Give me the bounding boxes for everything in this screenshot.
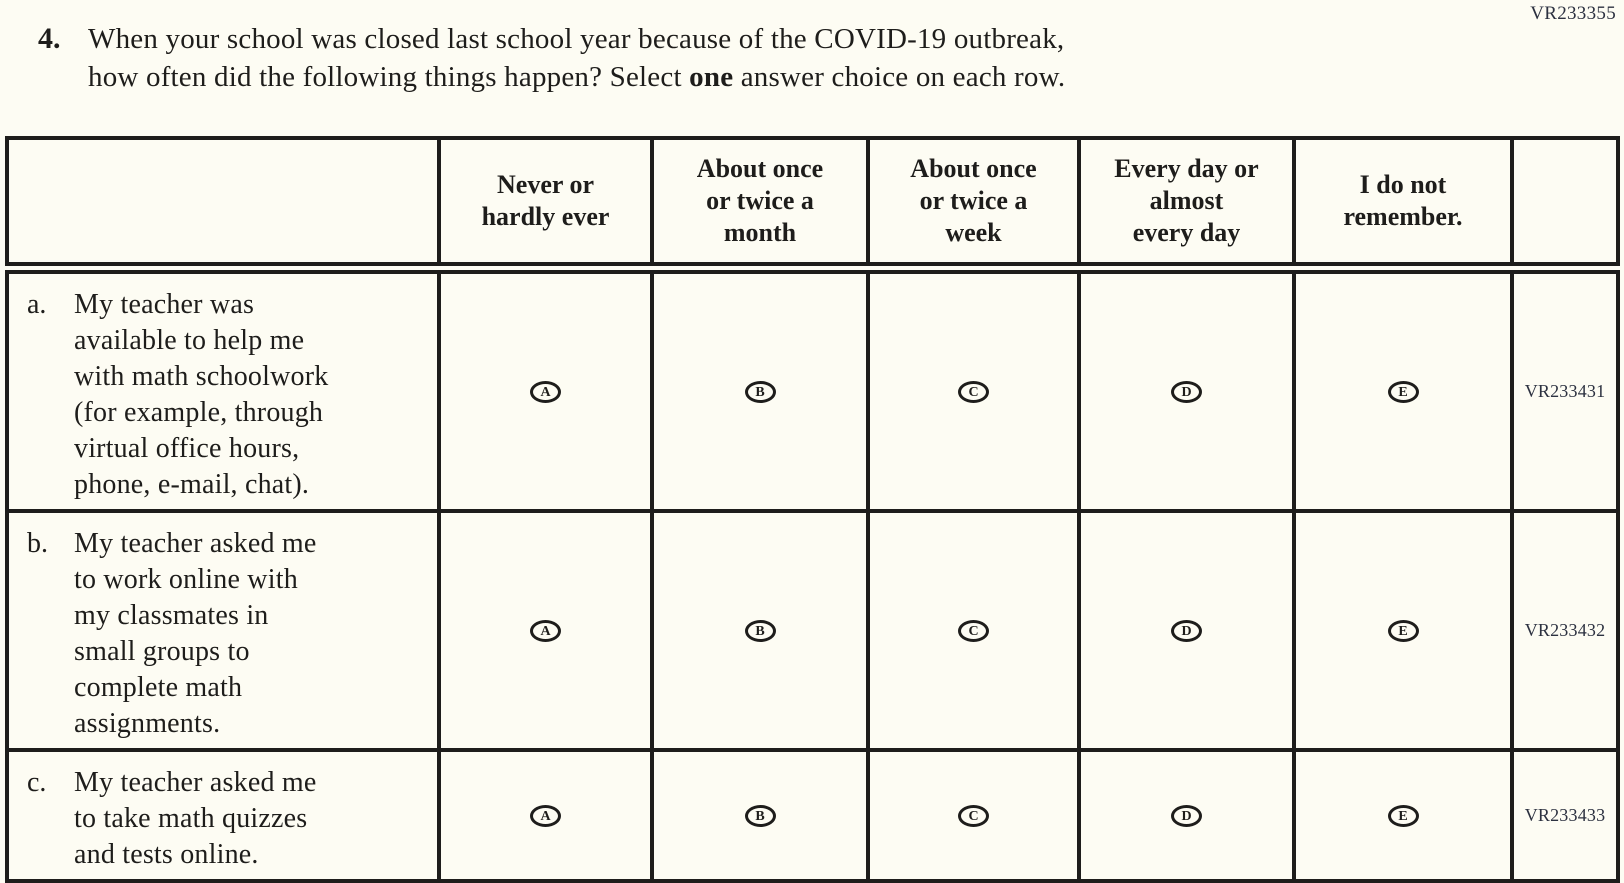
column-header-once-twice-week: About once or twice a week bbox=[866, 136, 1081, 274]
row-a-label: a. bbox=[27, 289, 47, 320]
row-b-code: VR233432 bbox=[1510, 509, 1620, 752]
answer-bubble-c-E[interactable]: E bbox=[1387, 804, 1419, 827]
row-a-code: VR233431 bbox=[1510, 266, 1620, 513]
row-c-cell-option-c: C bbox=[866, 748, 1081, 883]
table-row-a: a. My teacher was available to help me w… bbox=[5, 266, 1620, 513]
item-column-header-blank bbox=[5, 136, 441, 274]
column-header-never-or-hardly-ever: Never or hardly ever bbox=[437, 136, 654, 274]
question-number: 4. bbox=[38, 22, 61, 55]
row-a-item-cell: a. My teacher was available to help me w… bbox=[5, 266, 441, 513]
row-b-cell-option-b: B bbox=[650, 509, 870, 752]
answer-bubble-a-D[interactable]: D bbox=[1171, 380, 1202, 403]
answer-bubble-a-B[interactable]: B bbox=[744, 380, 776, 403]
answer-bubble-c-D[interactable]: D bbox=[1171, 804, 1202, 827]
page-accession-code: VR233355 bbox=[1530, 3, 1616, 24]
question-text: When your school was closed last school … bbox=[88, 20, 1065, 96]
row-b-label: b. bbox=[27, 528, 48, 559]
header-row: Never or hardly ever About once or twice… bbox=[5, 136, 1620, 274]
question-text-line1: When your school was closed last school … bbox=[88, 23, 1065, 55]
row-b-statement: My teacher asked me to work online with … bbox=[74, 528, 317, 739]
answer-bubble-c-A[interactable]: A bbox=[530, 804, 561, 827]
question-text-line2-after: answer choice on each row. bbox=[733, 61, 1066, 93]
code-column-header-blank bbox=[1510, 136, 1620, 274]
answer-bubble-a-C[interactable]: C bbox=[958, 380, 989, 403]
row-c-cell-option-b: B bbox=[650, 748, 870, 883]
row-c-item-cell: c. My teacher asked me to take math quiz… bbox=[5, 748, 441, 883]
row-a-cell-option-b: B bbox=[650, 266, 870, 513]
column-header-do-not-remember: I do not remember. bbox=[1292, 136, 1514, 274]
column-header-every-day: Every day or almost every day bbox=[1077, 136, 1296, 274]
row-c-cell-option-a: A bbox=[437, 748, 654, 883]
row-c-label: c. bbox=[27, 767, 47, 798]
question-block: 4. When your school was closed last scho… bbox=[38, 20, 1065, 96]
row-b-cell-option-e: E bbox=[1292, 509, 1514, 752]
table-row-b: b. My teacher asked me to work online wi… bbox=[5, 509, 1620, 752]
answer-bubble-a-E[interactable]: E bbox=[1387, 380, 1419, 403]
row-c-cell-option-d: D bbox=[1077, 748, 1296, 883]
response-grid-table: Never or hardly ever About once or twice… bbox=[5, 136, 1620, 883]
row-a-cell-option-c: C bbox=[866, 266, 1081, 513]
answer-bubble-a-A[interactable]: A bbox=[530, 380, 561, 403]
answer-bubble-b-E[interactable]: E bbox=[1387, 619, 1419, 642]
answer-bubble-b-B[interactable]: B bbox=[744, 619, 776, 642]
row-a-cell-option-e: E bbox=[1292, 266, 1514, 513]
row-a-cell-option-a: A bbox=[437, 266, 654, 513]
table-row-c: c. My teacher asked me to take math quiz… bbox=[5, 748, 1620, 883]
question-text-bold-one: one bbox=[689, 61, 734, 93]
row-b-cell-option-d: D bbox=[1077, 509, 1296, 752]
row-c-statement: My teacher asked me to take math quizzes… bbox=[74, 767, 317, 870]
row-c-cell-option-e: E bbox=[1292, 748, 1514, 883]
row-b-cell-option-a: A bbox=[437, 509, 654, 752]
question-text-line2-before: how often did the following things happe… bbox=[88, 61, 690, 93]
row-a-statement: My teacher was available to help me with… bbox=[74, 289, 329, 500]
column-header-once-twice-month: About once or twice a month bbox=[650, 136, 870, 274]
row-b-cell-option-c: C bbox=[866, 509, 1081, 752]
row-a-cell-option-d: D bbox=[1077, 266, 1296, 513]
row-c-code: VR233433 bbox=[1510, 748, 1620, 883]
answer-bubble-b-D[interactable]: D bbox=[1171, 619, 1202, 642]
answer-bubble-b-C[interactable]: C bbox=[958, 619, 989, 642]
answer-bubble-c-C[interactable]: C bbox=[958, 804, 989, 827]
answer-bubble-c-B[interactable]: B bbox=[744, 804, 776, 827]
row-b-item-cell: b. My teacher asked me to work online wi… bbox=[5, 509, 441, 752]
answer-bubble-b-A[interactable]: A bbox=[530, 619, 561, 642]
